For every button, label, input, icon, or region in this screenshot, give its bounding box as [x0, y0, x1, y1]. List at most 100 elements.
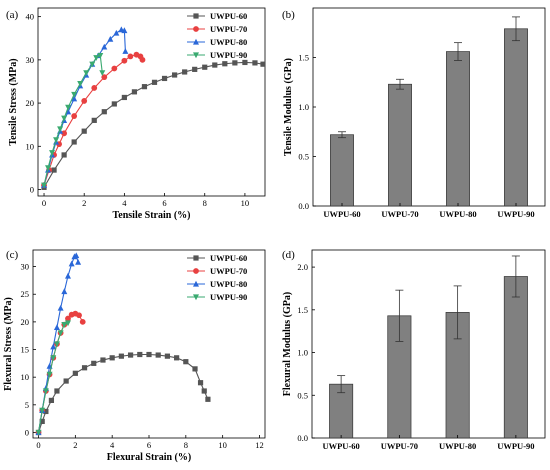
bar: [504, 28, 528, 207]
data-point: [99, 70, 106, 77]
data-point: [49, 150, 56, 156]
data-point: [63, 378, 69, 384]
series-line: [37, 322, 69, 433]
legend-label: UWPU-60: [210, 11, 247, 21]
data-point: [155, 352, 161, 358]
data-point: [39, 407, 46, 414]
legend: UWPU-60 UWPU-70 UWPU-80 UWPU-90: [187, 11, 247, 60]
legend-marker: [193, 280, 199, 287]
legend-label: UWPU-70: [210, 24, 247, 34]
x-tick-label: 6: [162, 198, 166, 208]
panel-label: (a): [6, 9, 19, 21]
data-point: [71, 113, 78, 119]
y-tick-label: 0: [25, 427, 29, 437]
data-point: [222, 61, 228, 67]
category-label: UWPU-80: [439, 441, 476, 451]
data-point: [76, 312, 82, 319]
legend-marker: [193, 38, 199, 45]
legend-label: UWPU-80: [210, 279, 247, 289]
data-point: [127, 53, 134, 60]
data-point: [42, 388, 49, 395]
data-point: [89, 61, 96, 68]
data-point: [121, 27, 128, 34]
data-point: [100, 357, 106, 363]
data-point: [137, 351, 143, 358]
legend-marker: [193, 255, 199, 261]
x-tick-label: 0: [42, 198, 46, 208]
data-point: [151, 79, 158, 85]
category-label: UWPU-60: [323, 209, 360, 219]
panel-label: (b): [282, 9, 295, 21]
y-tick-label: 5: [25, 400, 29, 410]
legend-marker: [193, 13, 199, 19]
data-point: [183, 359, 189, 365]
data-point: [77, 81, 84, 87]
data-point: [172, 72, 178, 78]
data-point: [212, 62, 218, 68]
data-point: [141, 84, 148, 90]
data-point: [46, 371, 53, 378]
data-point: [53, 324, 60, 331]
data-point: [71, 95, 78, 102]
data-point: [35, 429, 42, 436]
data-point: [260, 61, 266, 67]
data-point: [121, 94, 127, 101]
series-line: [38, 353, 209, 433]
data-point: [71, 91, 78, 98]
data-point: [61, 130, 68, 137]
legend: UWPU-60 UWPU-70 UWPU-80 UWPU-90: [187, 253, 247, 302]
data-point: [201, 388, 207, 394]
data-point: [121, 57, 128, 64]
data-point: [53, 341, 60, 348]
chart-panel-0: 0 2 4 6 8 10 0 10 20 30 40 Tensile Strain (%) Tensil…: [6, 7, 266, 221]
data-point: [232, 60, 238, 66]
data-point: [81, 98, 88, 104]
data-point: [97, 52, 104, 59]
x-tick-label: 2: [82, 198, 86, 208]
data-point: [39, 418, 45, 425]
y-tick-label: 15: [21, 345, 30, 355]
x-axis-title: Tensile Strain (%): [113, 210, 191, 221]
data-point: [91, 85, 98, 91]
data-point: [113, 29, 120, 36]
chart-panel-2: 0 2 4 6 8 10 12 0 5 10 15 20 25 30 Flexural Strain (%)…: [3, 249, 266, 463]
data-point: [64, 320, 71, 327]
category-label: UWPU-60: [322, 441, 359, 451]
y-tick-label: 2.0: [297, 262, 308, 272]
panel-label: (d): [282, 249, 295, 261]
y-tick-label: 20: [26, 98, 35, 108]
data-point: [57, 330, 64, 337]
x-tick-label: 10: [241, 198, 250, 208]
y-tick-label: 0: [30, 185, 34, 195]
data-point: [68, 260, 75, 267]
y-tick-label: 30: [21, 262, 30, 272]
series-uwpu-70: [35, 310, 86, 436]
data-point: [205, 396, 211, 402]
data-point: [107, 35, 114, 42]
data-point: [48, 397, 55, 403]
y-tick-label: 0.5: [297, 390, 308, 400]
data-point: [61, 115, 68, 122]
category-label: UWPU-90: [497, 441, 534, 451]
legend-label: UWPU-90: [210, 50, 247, 60]
data-point: [164, 353, 171, 359]
category-label: UWPU-70: [381, 441, 418, 451]
data-point: [131, 89, 138, 95]
data-point: [192, 366, 198, 372]
data-point: [50, 355, 57, 362]
data-point: [118, 353, 124, 359]
x-tick-label: 4: [122, 198, 127, 208]
y-tick-label: 20: [21, 317, 30, 327]
category-label: UWPU-90: [497, 209, 534, 219]
series-uwpu-90: [41, 52, 106, 189]
data-point: [79, 318, 86, 325]
y-tick-label: 0.0: [298, 201, 309, 211]
chart-panel-1: 0.0 0.5 1.0 1.5 Tensile Modulus (GPa) UWPU-60…: [282, 7, 546, 219]
data-point: [161, 75, 168, 82]
data-point: [65, 315, 71, 322]
data-point: [53, 137, 60, 144]
category-label: UWPU-80: [439, 209, 476, 219]
data-point: [101, 43, 108, 50]
legend-label: UWPU-80: [210, 37, 247, 47]
